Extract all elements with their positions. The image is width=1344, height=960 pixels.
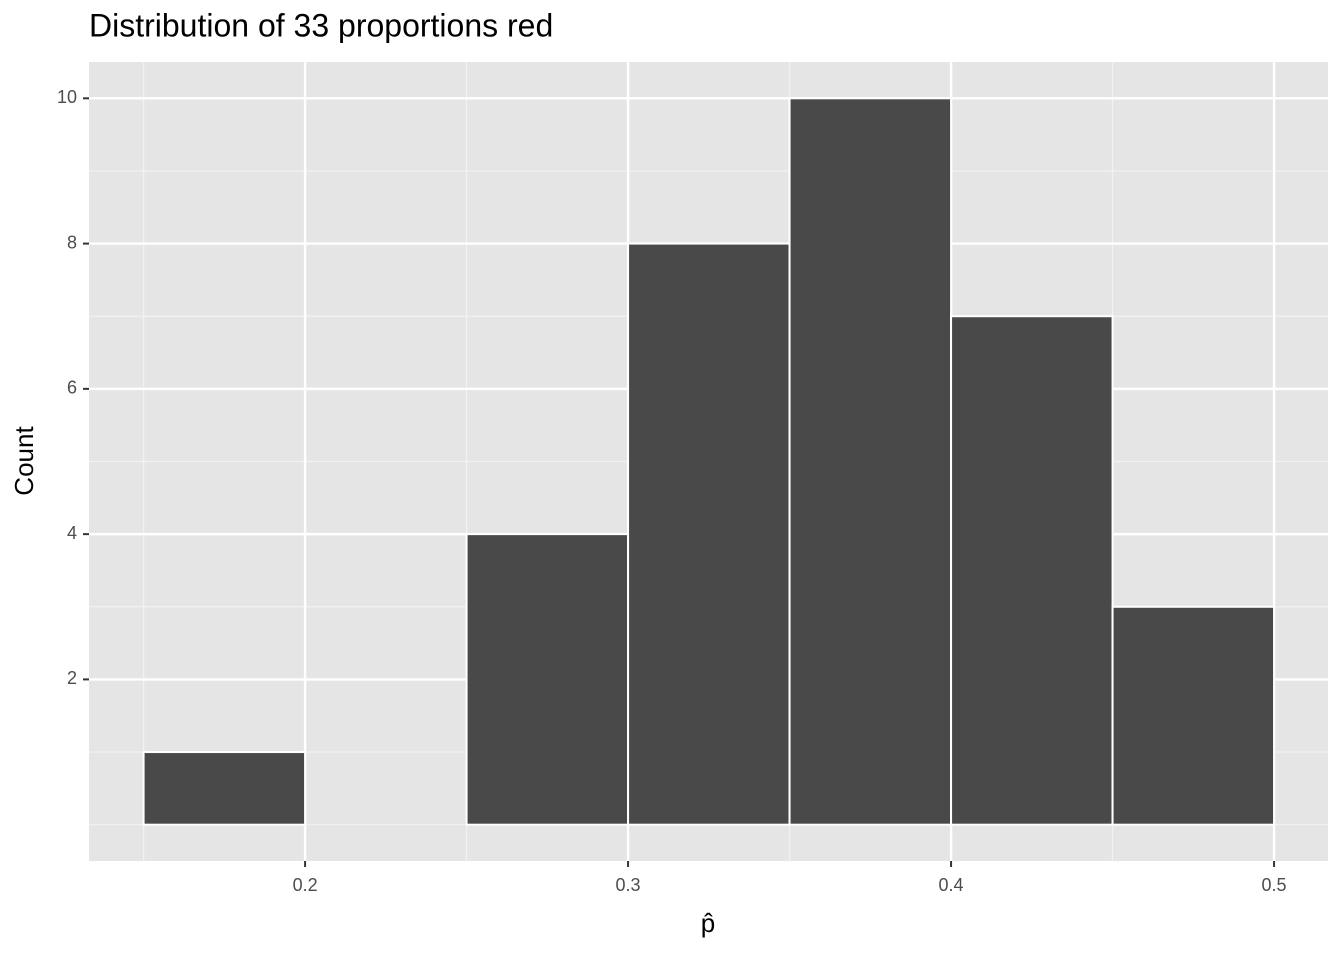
x-tick-label: 0.2 xyxy=(293,875,318,895)
x-tick-label: 0.3 xyxy=(616,875,641,895)
bar xyxy=(788,97,953,826)
x-tick-label: 0.5 xyxy=(1262,875,1287,895)
bar xyxy=(142,751,307,826)
x-tick-label: 0.4 xyxy=(939,875,964,895)
bar xyxy=(950,315,1114,826)
x-axis-label: p̂ xyxy=(701,908,715,938)
y-tick-label: 8 xyxy=(67,232,77,252)
bar xyxy=(465,533,630,826)
bar xyxy=(1111,605,1276,826)
y-tick-label: 4 xyxy=(67,523,77,543)
y-tick-label: 2 xyxy=(67,668,77,688)
y-tick-label: 10 xyxy=(57,87,77,107)
bar xyxy=(627,242,791,826)
chart-title: Distribution of 33 proportions red xyxy=(89,7,553,43)
y-axis-label: Count xyxy=(9,426,39,496)
y-tick-label: 6 xyxy=(67,378,77,398)
